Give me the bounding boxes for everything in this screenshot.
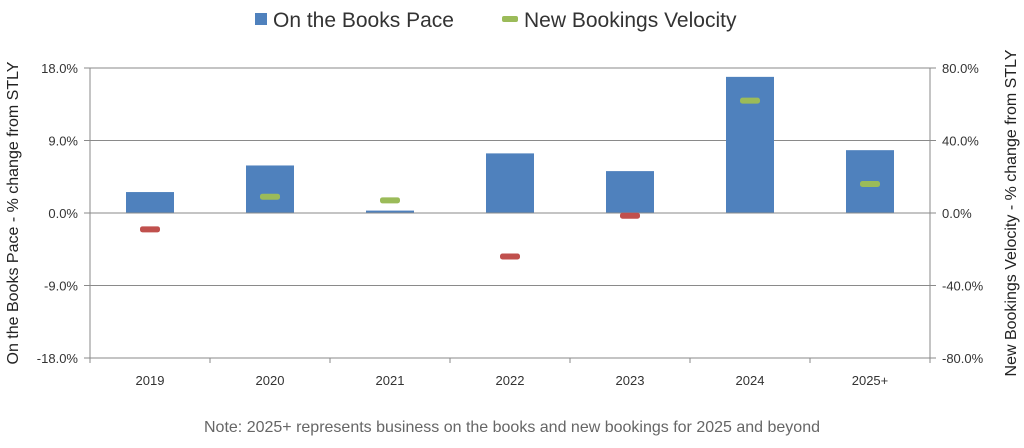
y-right-title: New Bookings Velocity - % change from ST…: [1003, 49, 1020, 376]
velocity-marker: [860, 181, 880, 187]
pace-bar: [126, 192, 174, 213]
right-tick-label: 80.0%: [942, 61, 979, 76]
velocity-marker: [380, 197, 400, 204]
legend-label-velocity: New Bookings Velocity: [524, 9, 737, 32]
legend: On the Books Pace New Bookings Velocity: [255, 9, 737, 32]
right-tick-label: 0.0%: [942, 206, 972, 221]
right-tick-label: -80.0%: [942, 351, 984, 366]
pace-bar: [366, 210, 414, 213]
left-tick-label: 18.0%: [41, 61, 78, 76]
legend-swatch-pace: [255, 13, 267, 25]
category-label: 2022: [496, 373, 525, 388]
left-tick-label: -9.0%: [44, 279, 78, 294]
axes: [84, 67, 936, 363]
pace-bar: [486, 153, 534, 213]
category-label: 2021: [376, 373, 405, 388]
bars: [126, 76, 894, 213]
legend-swatch-velocity: [502, 16, 518, 22]
velocity-marker: [740, 97, 760, 104]
right-tick-labels: 80.0% 40.0% 0.0% -40.0% -80.0%: [942, 61, 984, 366]
category-label: 2019: [136, 373, 165, 388]
velocity-markers: [140, 97, 880, 260]
y-left-title: On the Books Pace - % change from STLY: [5, 61, 22, 364]
legend-label-pace: On the Books Pace: [273, 9, 454, 32]
left-tick-label: -18.0%: [37, 351, 79, 366]
left-tick-label: 9.0%: [48, 134, 78, 149]
pace-bar: [726, 76, 774, 213]
left-tick-label: 0.0%: [48, 206, 78, 221]
category-label: 2020: [256, 373, 285, 388]
footnote: Note: 2025+ represents business on the b…: [204, 419, 820, 436]
velocity-marker: [620, 212, 640, 219]
right-tick-label: 40.0%: [942, 134, 979, 149]
velocity-marker: [500, 253, 520, 260]
pace-bar: [606, 171, 654, 213]
right-tick-label: -40.0%: [942, 279, 984, 294]
category-label: 2025+: [852, 373, 889, 388]
left-tick-labels: 18.0% 9.0% 0.0% -9.0% -18.0%: [37, 61, 79, 366]
category-label: 2024: [736, 373, 765, 388]
velocity-marker: [140, 226, 160, 233]
category-labels: 2019 2020 2021 2022 2023 2024 2025+: [136, 373, 889, 388]
pace-bar: [246, 165, 294, 213]
velocity-marker: [260, 193, 280, 200]
category-label: 2023: [616, 373, 645, 388]
